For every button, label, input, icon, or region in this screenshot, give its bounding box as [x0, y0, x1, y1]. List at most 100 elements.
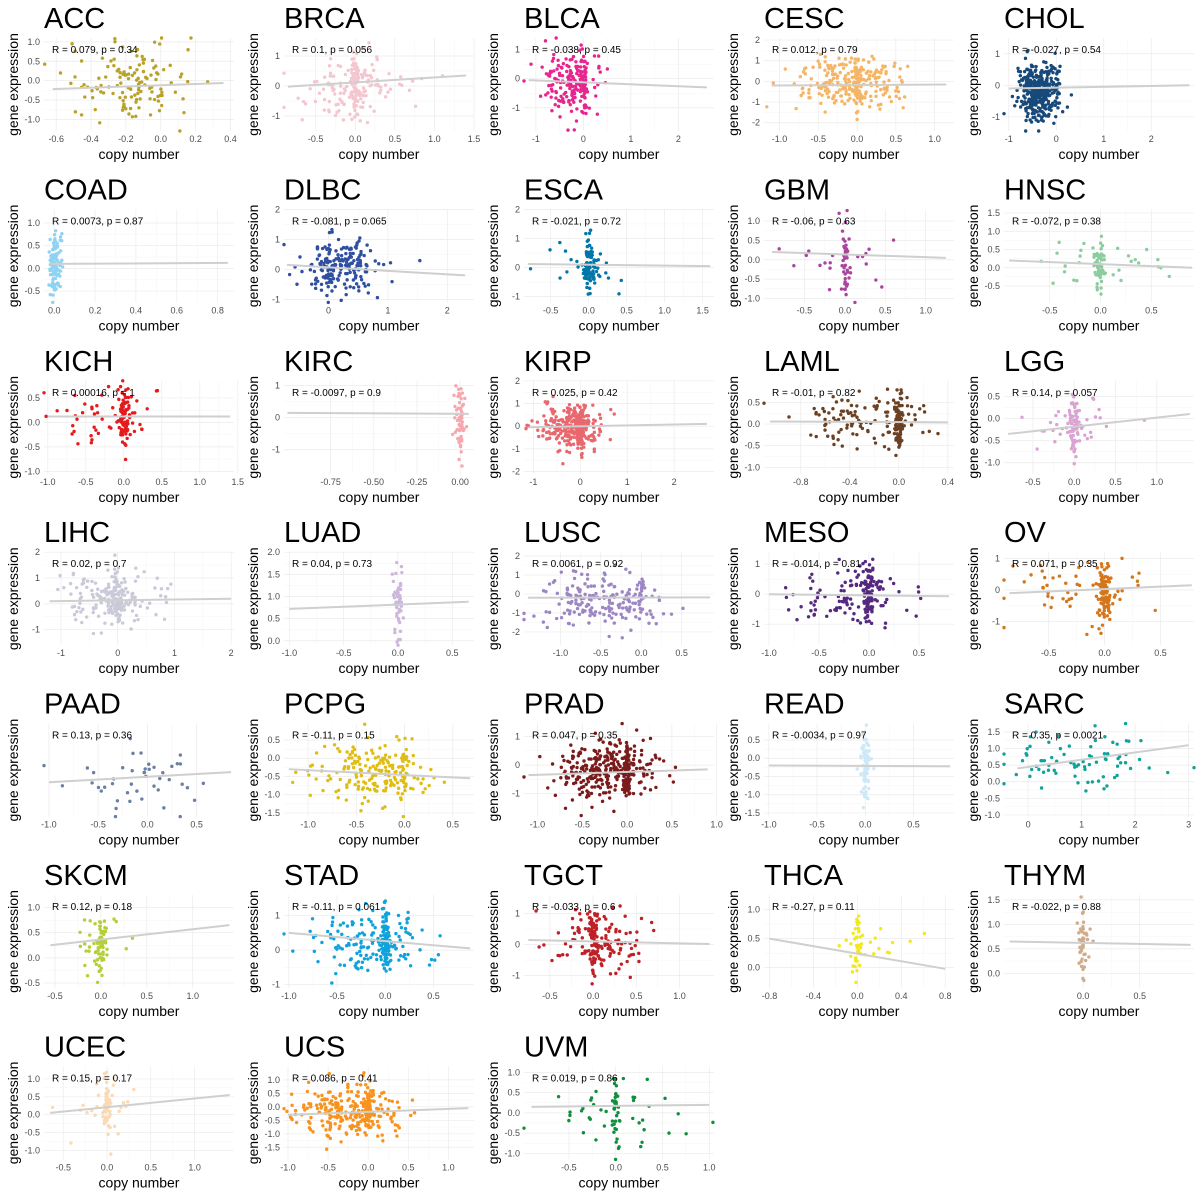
data-point	[178, 762, 183, 766]
data-point	[68, 581, 73, 586]
data-point	[574, 569, 578, 574]
data-point	[1036, 83, 1041, 87]
data-point	[867, 73, 872, 78]
x-axis-label: copy number	[819, 489, 900, 505]
data-point	[593, 613, 597, 617]
data-point	[125, 422, 129, 426]
y-axis-label: gene expression	[485, 376, 501, 479]
data-point	[73, 393, 77, 398]
data-point	[396, 786, 401, 790]
data-point	[94, 606, 98, 610]
y-tick-label: 1.0	[27, 903, 40, 913]
data-point	[596, 54, 601, 58]
panel-title: LIHC	[44, 517, 110, 549]
data-point	[1075, 427, 1079, 431]
data-point	[587, 106, 592, 110]
data-point	[73, 49, 77, 53]
data-point	[582, 414, 586, 419]
data-point	[594, 94, 598, 98]
data-point	[792, 264, 796, 268]
data-point	[345, 750, 349, 754]
data-point	[403, 926, 408, 931]
data-point	[569, 601, 573, 605]
y-axis-label: gene expression	[5, 33, 21, 136]
data-point	[383, 95, 388, 99]
data-point	[99, 931, 103, 935]
data-point	[1120, 556, 1124, 561]
data-point	[840, 229, 845, 233]
data-point	[565, 415, 569, 420]
data-point	[1050, 755, 1054, 760]
data-point	[1098, 275, 1102, 280]
data-point	[832, 442, 836, 447]
x-tick-label: -0.6	[48, 134, 64, 144]
data-point	[580, 412, 584, 417]
data-point	[576, 431, 580, 435]
data-point	[893, 61, 897, 65]
data-point	[384, 786, 388, 790]
data-point	[1124, 739, 1129, 743]
data-point	[879, 102, 883, 107]
data-point	[844, 63, 848, 67]
data-point	[52, 244, 56, 248]
data-point	[327, 99, 332, 104]
data-point	[856, 618, 860, 623]
y-tick-label: 0	[515, 74, 520, 84]
data-point	[69, 81, 73, 86]
x-tick-label: 2	[1149, 134, 1154, 144]
data-point	[574, 598, 578, 602]
data-point	[841, 66, 846, 70]
points-cesc	[765, 52, 910, 122]
data-point	[1075, 279, 1079, 283]
data-point	[141, 57, 145, 62]
data-point	[351, 278, 356, 282]
data-point	[90, 438, 94, 442]
data-point	[590, 253, 594, 257]
data-point	[894, 94, 898, 99]
data-point	[872, 404, 876, 408]
data-point	[1053, 66, 1057, 71]
data-point	[132, 618, 137, 623]
data-point	[1137, 571, 1141, 575]
data-point	[122, 576, 126, 581]
x-tick-label: -1.0	[300, 820, 316, 830]
x-tick-label: -0.5	[574, 820, 590, 830]
data-point	[124, 395, 128, 399]
data-point	[320, 940, 324, 945]
data-point	[604, 606, 608, 611]
correlation-label: R = 0.047, p = 0.35	[532, 731, 618, 742]
data-point	[1002, 596, 1006, 600]
data-point	[615, 777, 619, 782]
y-tick-label: 2	[35, 547, 40, 557]
data-point	[852, 98, 856, 102]
data-point	[575, 765, 579, 770]
data-point	[821, 406, 825, 411]
data-point	[892, 431, 897, 436]
data-point	[845, 284, 849, 288]
data-point	[834, 98, 838, 103]
data-point	[638, 760, 642, 764]
data-point	[913, 413, 917, 417]
data-point	[870, 54, 874, 59]
data-point	[1058, 746, 1063, 751]
data-point	[115, 570, 120, 574]
data-point	[124, 432, 128, 436]
data-point	[336, 795, 340, 800]
data-point	[85, 766, 90, 770]
data-point	[134, 114, 138, 119]
panel-title: LUSC	[524, 517, 601, 549]
data-point	[1123, 761, 1128, 765]
data-point	[356, 780, 361, 784]
data-point	[310, 763, 315, 767]
data-point	[129, 627, 133, 631]
data-point	[548, 69, 553, 74]
data-point	[887, 447, 891, 451]
y-tick-label: 1	[275, 51, 280, 61]
data-point	[358, 105, 363, 109]
data-point	[1052, 768, 1057, 773]
data-point	[365, 73, 369, 78]
x-tick-label: 2	[676, 134, 681, 144]
data-point	[838, 88, 842, 92]
data-point	[812, 406, 816, 411]
data-point	[901, 106, 905, 110]
